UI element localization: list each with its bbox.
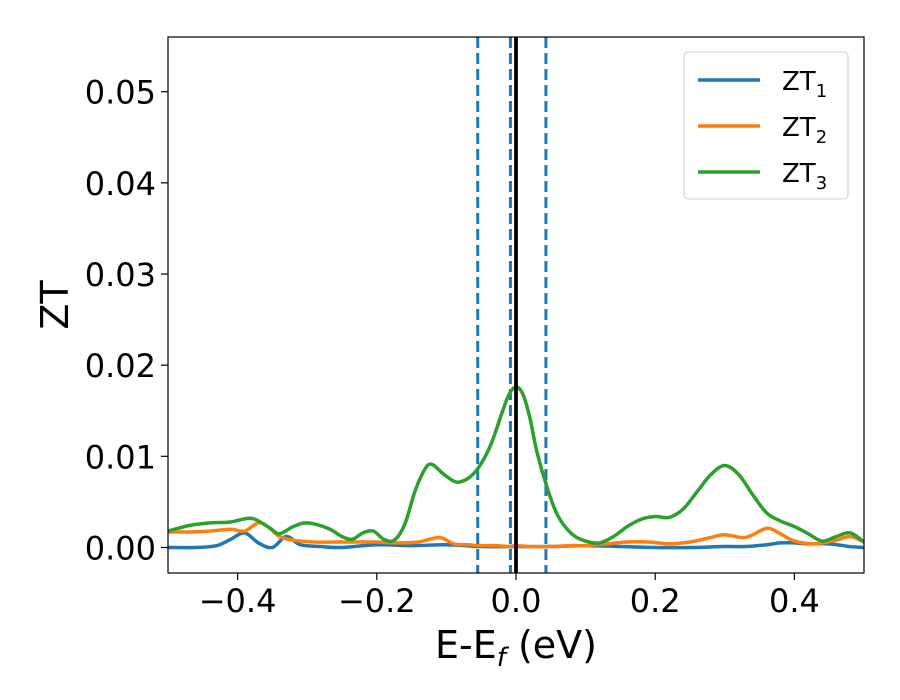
y-tick-label: 0.01 [85,438,156,476]
x-axis-label: E-Ef (eV) [435,623,597,673]
x-tick-label: −0.2 [338,582,416,620]
legend-label-zt1: ZT1 [782,67,827,102]
series-line-zt3 [168,385,864,545]
y-tick-label: 0.00 [85,529,156,567]
legend-box [683,51,849,200]
legend: ZT1 ZT2 ZT3 [683,51,849,200]
x-axis-ticks: −0.4 −0.2 0.0 0.2 0.4 [199,573,820,620]
y-tick-label: 0.02 [85,347,156,385]
y-tick-label: 0.04 [85,165,156,203]
series-layer [168,37,864,573]
y-axis-label: ZT [33,280,77,330]
x-tick-label: 0.0 [491,582,542,620]
legend-label-zt2: ZT2 [782,113,827,148]
x-tick-label: 0.2 [630,582,681,620]
y-tick-label: 0.03 [85,256,156,294]
y-axis-ticks: 0.00 0.01 0.02 0.03 0.04 0.05 [85,74,168,567]
x-tick-label: 0.4 [769,582,820,620]
legend-label-zt3: ZT3 [782,159,827,194]
x-tick-label: −0.4 [199,582,277,620]
y-tick-label: 0.05 [85,74,156,112]
